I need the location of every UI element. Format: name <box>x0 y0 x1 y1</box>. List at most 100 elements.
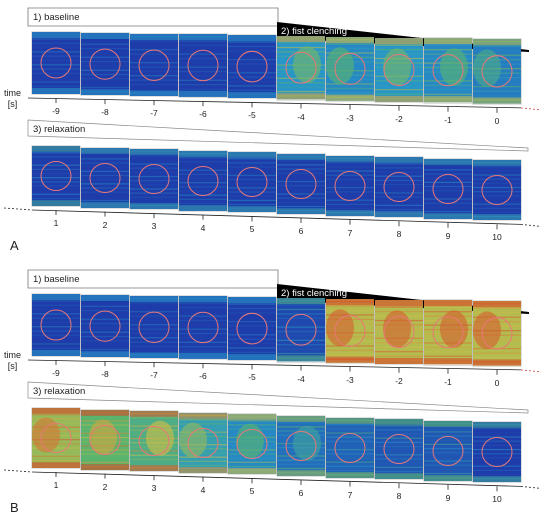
tissue-streak <box>277 205 325 208</box>
tissue-streak <box>32 459 80 462</box>
activation-blob <box>293 425 321 461</box>
tissue-streak <box>81 170 129 172</box>
tissue-streak <box>424 210 472 212</box>
edge-band-top <box>473 422 521 429</box>
tissue-streak <box>179 71 227 73</box>
edge-band-bottom <box>81 201 129 208</box>
ultrasound-frame <box>473 422 521 483</box>
tissue-streak <box>326 456 374 459</box>
frame-background <box>326 155 374 216</box>
tissue-streak <box>375 88 423 90</box>
tissue-streak <box>81 82 129 84</box>
tissue-streak <box>130 458 178 461</box>
tissue-streak <box>179 186 227 188</box>
tissue-streak <box>228 316 276 319</box>
tissue-streak <box>326 91 374 94</box>
tick-label: 10 <box>492 232 502 243</box>
tissue-streak <box>32 197 80 200</box>
tissue-streak <box>32 193 80 195</box>
edge-band-top <box>228 414 276 421</box>
tissue-streak <box>130 61 178 63</box>
tissue-streak <box>32 347 80 349</box>
frame-heatmap <box>32 146 80 206</box>
tissue-streak <box>277 352 325 355</box>
tissue-streak <box>375 175 423 178</box>
edge-band-top <box>375 37 423 44</box>
tissue-streak <box>130 171 178 174</box>
tissue-streak <box>32 177 80 179</box>
tissue-streak <box>375 437 423 440</box>
frame-heatmap <box>326 417 374 478</box>
edge-band-bottom <box>473 359 521 366</box>
roi-circle <box>236 167 268 198</box>
frame-background <box>375 157 423 218</box>
ultrasound-frame <box>32 32 80 94</box>
tissue-streak <box>277 335 325 337</box>
tissue-streak <box>326 87 374 89</box>
roi-circle <box>40 161 72 191</box>
edge-band-bottom <box>424 474 472 481</box>
tissue-streak <box>473 457 521 459</box>
tissue-streak <box>179 45 227 47</box>
edge-band-top <box>326 155 374 162</box>
tissue-streak <box>375 454 423 456</box>
tissue-streak <box>130 87 178 90</box>
tissue-streak <box>424 169 472 171</box>
tick-label: -7 <box>150 108 158 119</box>
tissue-streak <box>473 95 521 97</box>
tissue-streak <box>473 212 521 214</box>
tissue-streak <box>32 68 80 70</box>
axis-lead-in <box>3 469 33 473</box>
frame-heatmap <box>179 412 227 473</box>
edge-band-top <box>326 298 374 305</box>
frame-heatmap <box>277 416 325 476</box>
edge-band-top <box>277 416 325 422</box>
frame-background <box>81 294 129 358</box>
tick-label: -2 <box>395 375 403 386</box>
edge-band-bottom <box>179 91 227 98</box>
tick-label: -8 <box>101 107 109 118</box>
frame-heatmap <box>81 32 129 96</box>
tissue-streak <box>326 440 374 442</box>
tissue-streak <box>326 47 374 50</box>
edge-band-top <box>277 36 325 43</box>
tick-label: 8 <box>396 229 402 240</box>
relaxation-label: 3) relaxation <box>33 386 86 397</box>
tissue-streak <box>81 415 129 417</box>
frame-heatmap <box>473 301 521 366</box>
tissue-streak <box>32 85 80 87</box>
tissue-streak <box>32 168 80 170</box>
tissue-streak <box>130 184 178 186</box>
edge-band-bottom <box>375 357 423 364</box>
ultrasound-frame <box>130 33 178 97</box>
roi-circle <box>187 312 219 344</box>
edge-band-bottom <box>81 463 129 470</box>
tick-label: -5 <box>248 372 256 383</box>
frame-background <box>228 152 276 213</box>
edge-band-bottom <box>81 351 129 358</box>
roi-circle <box>334 170 366 201</box>
frame-heatmap <box>375 37 423 102</box>
edge-band-bottom <box>277 470 325 476</box>
frame-heatmap <box>228 152 276 213</box>
tick-label: -1 <box>444 376 452 387</box>
ultrasound-frame <box>228 414 276 475</box>
tissue-streak <box>228 307 276 310</box>
tissue-streak <box>81 322 129 325</box>
tissue-streak <box>473 445 521 447</box>
tissue-streak <box>375 192 423 194</box>
ultrasound-frame <box>32 294 80 356</box>
relaxation-banner <box>27 381 529 414</box>
tick-label: -7 <box>150 370 158 381</box>
roi-circle <box>138 164 170 195</box>
panel-a: 1) baseline 2) fist clenching time [s] -… <box>3 7 542 253</box>
time-axis-label: time [s] <box>4 350 22 371</box>
tissue-streak <box>277 422 325 424</box>
edge-band-bottom <box>81 89 129 96</box>
edge-band-top <box>130 411 178 417</box>
tissue-streak <box>81 157 129 160</box>
baseline-label: 1) baseline <box>33 274 80 285</box>
frame-heatmap <box>473 160 521 221</box>
roi-circle <box>40 423 72 453</box>
edge-band-bottom <box>326 356 374 363</box>
